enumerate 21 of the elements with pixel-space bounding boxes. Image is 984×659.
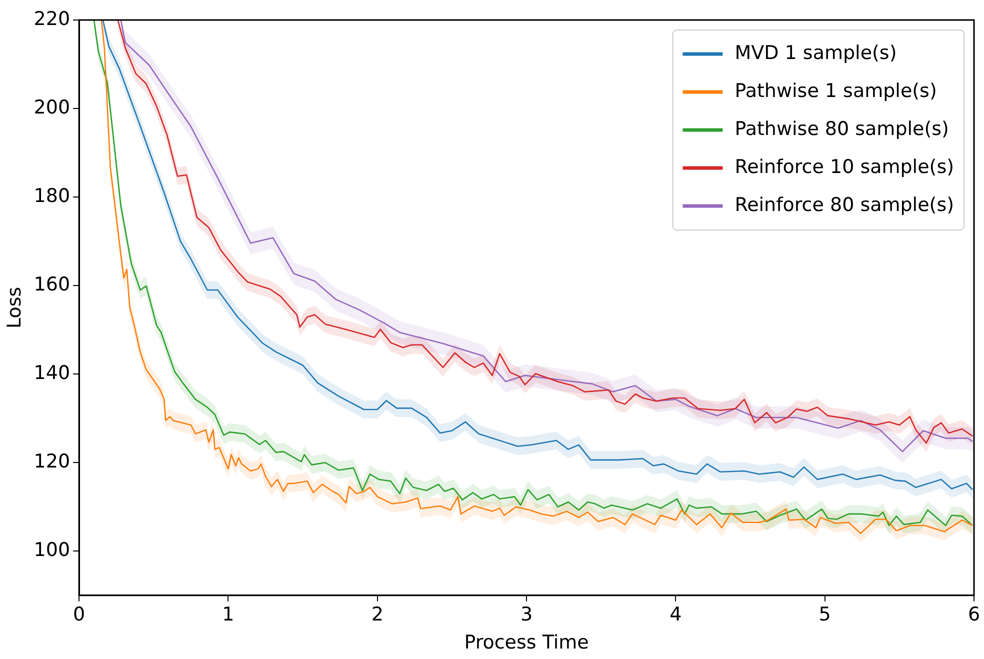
- x-tick-label: 1: [222, 604, 234, 626]
- y-tick-label: 140: [34, 362, 70, 384]
- y-tick-label: 160: [34, 274, 70, 296]
- legend-label: Reinforce 80 sample(s): [734, 194, 954, 216]
- x-tick-label: 0: [73, 604, 86, 626]
- x-tick-label: 2: [371, 604, 384, 626]
- x-tick-label: 6: [968, 604, 980, 626]
- y-tick-label: 220: [34, 8, 70, 30]
- y-tick-label: 200: [34, 96, 70, 118]
- legend-label: MVD 1 sample(s): [734, 42, 897, 64]
- x-tick-label: 4: [670, 604, 682, 626]
- y-tick-label: 120: [34, 450, 70, 473]
- legend-label: Pathwise 1 sample(s): [734, 80, 937, 102]
- x-tick-label: 5: [818, 604, 831, 626]
- x-tick-label: 3: [520, 604, 533, 626]
- x-axis-title: Process Time: [464, 632, 589, 654]
- y-tick-label: 180: [34, 184, 70, 207]
- legend-label: Pathwise 80 sample(s): [734, 118, 949, 140]
- y-tick-label: 100: [34, 539, 70, 562]
- y-axis-title: Loss: [3, 286, 26, 329]
- legend-label: Reinforce 10 sample(s): [734, 156, 954, 178]
